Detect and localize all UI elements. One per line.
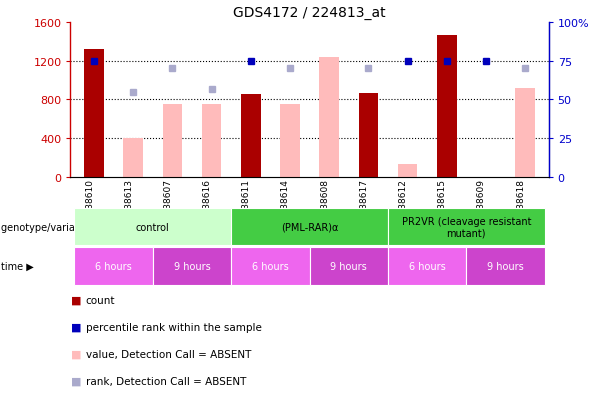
Text: time ▶: time ▶ bbox=[1, 261, 34, 271]
Text: 9 hours: 9 hours bbox=[487, 261, 524, 271]
Title: GDS4172 / 224813_at: GDS4172 / 224813_at bbox=[234, 6, 386, 20]
Bar bbox=[319, 57, 339, 178]
Bar bbox=[359, 93, 378, 178]
Text: 6 hours: 6 hours bbox=[252, 261, 289, 271]
Text: ■: ■ bbox=[70, 349, 81, 359]
Text: 9 hours: 9 hours bbox=[173, 261, 210, 271]
Text: 6 hours: 6 hours bbox=[95, 261, 132, 271]
Text: (PML-RAR)α: (PML-RAR)α bbox=[281, 222, 338, 232]
Bar bbox=[437, 36, 457, 178]
Text: percentile rank within the sample: percentile rank within the sample bbox=[86, 322, 262, 332]
Bar bbox=[162, 105, 182, 178]
Text: PR2VR (cleavage resistant
mutant): PR2VR (cleavage resistant mutant) bbox=[402, 216, 531, 238]
Text: genotype/variation ▶: genotype/variation ▶ bbox=[1, 222, 104, 232]
Text: rank, Detection Call = ABSENT: rank, Detection Call = ABSENT bbox=[86, 376, 246, 386]
Text: value, Detection Call = ABSENT: value, Detection Call = ABSENT bbox=[86, 349, 251, 359]
Text: 9 hours: 9 hours bbox=[330, 261, 367, 271]
Text: ■: ■ bbox=[70, 322, 81, 332]
Bar bbox=[84, 50, 104, 178]
Bar bbox=[123, 139, 143, 178]
Bar bbox=[280, 105, 300, 178]
Text: count: count bbox=[86, 295, 115, 305]
Text: control: control bbox=[136, 222, 170, 232]
Bar bbox=[202, 105, 221, 178]
Text: ■: ■ bbox=[70, 295, 81, 305]
Text: 6 hours: 6 hours bbox=[409, 261, 446, 271]
Bar bbox=[241, 94, 261, 178]
Text: ■: ■ bbox=[70, 376, 81, 386]
Bar bbox=[516, 88, 535, 178]
Bar bbox=[398, 165, 417, 178]
